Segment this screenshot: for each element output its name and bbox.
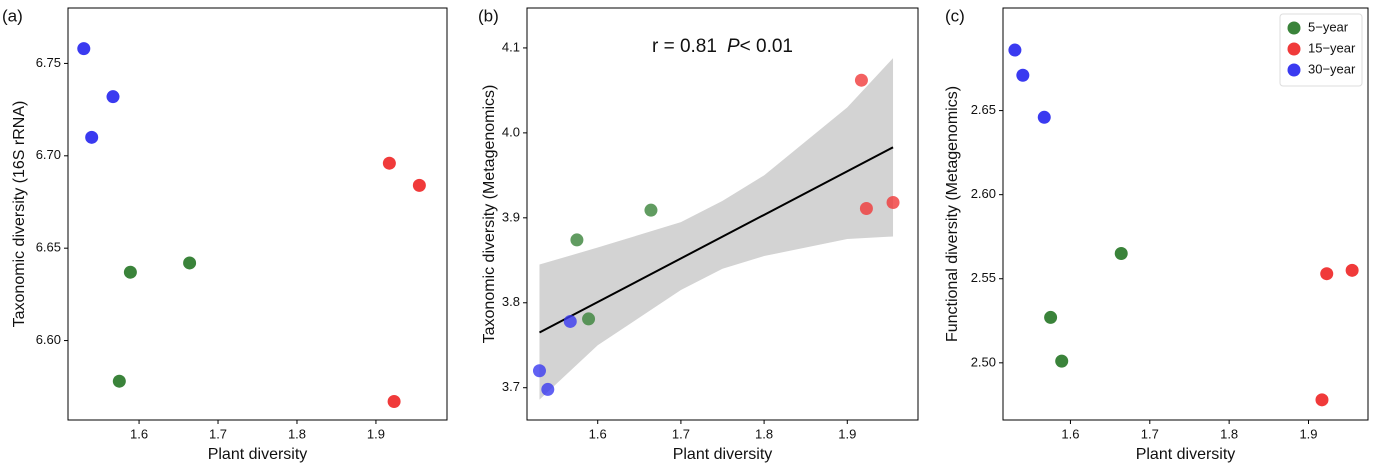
- panel-label: (b): [478, 6, 499, 25]
- y-tick-label: 4.1: [502, 39, 520, 54]
- point: [1345, 263, 1359, 277]
- x-axis-label: Plant diversity: [673, 446, 773, 463]
- y-tick-label: 3.8: [502, 294, 520, 309]
- point: [183, 256, 197, 270]
- y-tick-label: 6.75: [36, 55, 61, 70]
- fit-line: [539, 146, 894, 334]
- y-tick-label: 4.0: [502, 124, 520, 139]
- y-tick-label: 2.60: [971, 186, 996, 201]
- y-tick-label: 2.50: [971, 354, 996, 369]
- panel-label: (c): [945, 6, 965, 25]
- point: [563, 314, 577, 328]
- x-tick-label: 1.9: [367, 426, 385, 441]
- plot-frame: [1002, 7, 1369, 421]
- legend-marker: [1287, 21, 1301, 35]
- x-axis-label: Plant diversity: [1136, 446, 1236, 463]
- legend-marker: [1287, 42, 1301, 56]
- x-axis-label: Plant diversity: [208, 446, 308, 463]
- x-tick-label: 1.6: [130, 426, 148, 441]
- x-tick-label: 1.6: [589, 426, 607, 441]
- point: [77, 42, 91, 56]
- point: [570, 233, 584, 247]
- legend-marker: [1287, 63, 1301, 77]
- point: [106, 90, 120, 104]
- plot-frame: [67, 7, 448, 421]
- point: [886, 196, 900, 210]
- point: [1044, 310, 1058, 324]
- y-tick-label: 2.55: [971, 270, 996, 285]
- point: [123, 265, 137, 279]
- annotation-part: P: [727, 36, 740, 57]
- point: [387, 395, 401, 409]
- y-axis-label: Functional diversity (Metagenomics): [944, 86, 961, 342]
- x-tick-label: 1.9: [838, 426, 856, 441]
- y-axis-label: Taxonomic diversity (Metagenomics): [481, 85, 498, 344]
- annotation-part: r = 0.81: [652, 36, 717, 57]
- annotation-part: < 0.01: [740, 36, 793, 57]
- point: [412, 178, 426, 192]
- point: [1114, 247, 1128, 261]
- point: [1016, 68, 1030, 82]
- y-axis-label: Taxonomic diversity (16S rRNA): [11, 101, 28, 328]
- point: [382, 156, 396, 170]
- legend-frame: [1279, 13, 1363, 87]
- point: [1055, 354, 1069, 368]
- point: [1008, 43, 1022, 57]
- confidence-band: [539, 58, 894, 400]
- x-tick-label: 1.6: [1061, 426, 1079, 441]
- x-tick-label: 1.7: [672, 426, 690, 441]
- point: [854, 73, 868, 87]
- y-tick-label: 3.9: [502, 209, 520, 224]
- point: [112, 374, 126, 388]
- plot-frame: [526, 7, 919, 421]
- point: [541, 382, 555, 396]
- x-tick-label: 1.8: [1220, 426, 1238, 441]
- y-tick-label: 6.65: [36, 240, 61, 255]
- point: [1320, 267, 1334, 281]
- legend-label: 5−year: [1308, 19, 1349, 34]
- annotation: r = 0.81 P< 0.01: [652, 36, 793, 57]
- point: [644, 203, 658, 217]
- y-tick-label: 3.7: [502, 379, 520, 394]
- x-tick-label: 1.8: [755, 426, 773, 441]
- x-tick-label: 1.8: [288, 426, 306, 441]
- x-tick-label: 1.7: [1141, 426, 1159, 441]
- point: [532, 364, 546, 378]
- y-tick-label: 6.60: [36, 332, 61, 347]
- panel-label: (a): [2, 6, 23, 25]
- legend-label: 15−year: [1308, 40, 1356, 55]
- point: [85, 130, 99, 144]
- y-tick-label: 6.70: [36, 147, 61, 162]
- y-tick-label: 2.65: [971, 102, 996, 117]
- point: [1315, 393, 1329, 407]
- point: [582, 312, 596, 326]
- x-tick-label: 1.9: [1299, 426, 1317, 441]
- x-tick-label: 1.7: [209, 426, 227, 441]
- legend-label: 30−year: [1308, 61, 1356, 76]
- point: [859, 201, 873, 215]
- point: [1037, 110, 1051, 124]
